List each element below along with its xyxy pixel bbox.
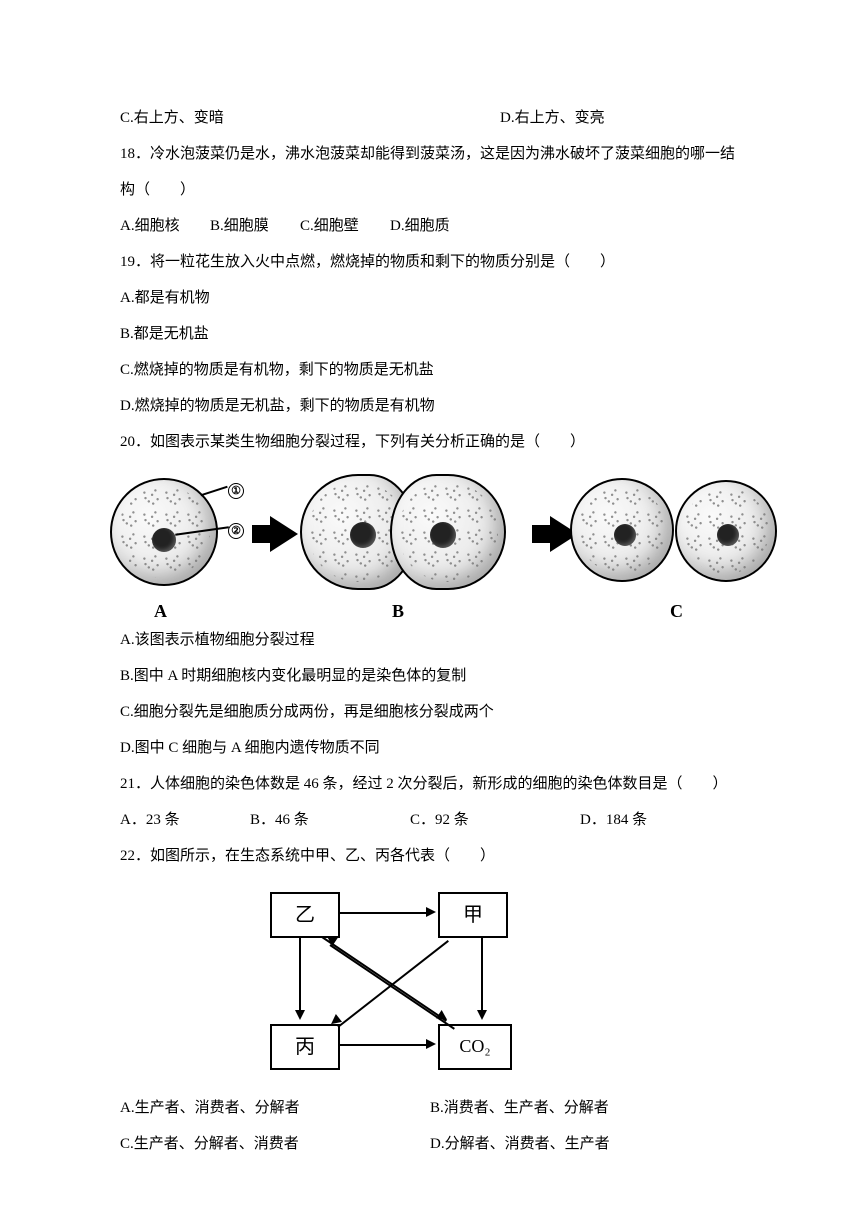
q17-option-c: C.右上方、变暗 (120, 100, 500, 136)
callout-1: ① (228, 474, 244, 508)
callout-2: ② (228, 514, 244, 548)
stage-label-c: C (670, 590, 683, 633)
arrow-head-1 (426, 907, 436, 917)
q20-stem: 20．如图表示某类生物细胞分裂过程，下列有关分析正确的是（ ） (120, 424, 740, 460)
q18-option-b: B.细胞膜 (210, 208, 300, 244)
q19-stem: 19．将一粒花生放入火中点燃，燃烧掉的物质和剩下的物质分别是（ ） (120, 244, 740, 280)
cell-b-right (390, 474, 506, 590)
q19-option-b: B.都是无机盐 (120, 316, 740, 352)
q21-stem: 21．人体细胞的染色体数是 46 条，经过 2 次分裂后，新形成的细胞的染色体数… (120, 766, 740, 802)
ecosystem-figure: 乙 甲 丙 CO₂ (260, 884, 560, 1084)
q20-option-a: A.该图表示植物细胞分裂过程 (120, 622, 740, 658)
q18-option-d: D.细胞质 (390, 208, 450, 244)
q22-option-c: C.生产者、分解者、消费者 (120, 1126, 430, 1162)
arrow-jia-co2 (481, 937, 483, 1015)
stage-label-a: A (154, 590, 167, 633)
q18-option-c: C.细胞壁 (300, 208, 390, 244)
nucleus-c2 (717, 524, 739, 546)
q21-option-d: D．184 条 (580, 802, 647, 838)
stage-label-b: B (392, 590, 404, 633)
box-co2: CO₂ (438, 1024, 512, 1070)
q18-stem: 18．冷水泡菠菜仍是水，沸水泡菠菜却能得到菠菜汤，这是因为沸水破坏了菠菜细胞的哪… (120, 136, 740, 208)
q21-option-a: A．23 条 (120, 802, 250, 838)
q22-options-row2: C.生产者、分解者、消费者 D.分解者、消费者、生产者 (120, 1126, 740, 1162)
arrow-1-icon (270, 516, 298, 552)
q18-option-a: A.细胞核 (120, 208, 210, 244)
q19-option-c: C.燃烧掉的物质是有机物，剩下的物质是无机盐 (120, 352, 740, 388)
q21-option-b: B．46 条 (250, 802, 410, 838)
nucleus-b2 (430, 522, 456, 548)
nucleus-b1 (350, 522, 376, 548)
q17-options-cd: C.右上方、变暗 D.右上方、变亮 (120, 100, 740, 136)
arrow-yi-co2 (321, 936, 446, 1022)
q18-options: A.细胞核 B.细胞膜 C.细胞壁 D.细胞质 (120, 208, 740, 244)
cell-division-figure: ① ② A B C (110, 468, 710, 618)
q20-option-b: B.图中 A 时期细胞核内变化最明显的是染色体的复制 (120, 658, 740, 694)
exam-page: C.右上方、变暗 D.右上方、变亮 18．冷水泡菠菜仍是水，沸水泡菠菜却能得到菠… (0, 0, 860, 1202)
q20-option-d: D.图中 C 细胞与 A 细胞内遗传物质不同 (120, 730, 740, 766)
arrow-head-4 (426, 1039, 436, 1049)
q22-option-b: B.消费者、生产者、分解者 (430, 1090, 609, 1126)
arrow-head-3 (477, 1010, 487, 1020)
callout-line-1 (200, 486, 227, 496)
q21-option-c: C．92 条 (410, 802, 580, 838)
q21-options: A．23 条 B．46 条 C．92 条 D．184 条 (120, 802, 740, 838)
arrow-bing-co2 (338, 1044, 428, 1046)
arrow-head-2 (295, 1010, 305, 1020)
q22-option-a: A.生产者、消费者、分解者 (120, 1090, 430, 1126)
q22-option-d: D.分解者、消费者、生产者 (430, 1126, 610, 1162)
q22-options-row1: A.生产者、消费者、分解者 B.消费者、生产者、分解者 (120, 1090, 740, 1126)
box-jia: 甲 (438, 892, 508, 938)
q19-option-d: D.燃烧掉的物质是无机盐，剩下的物质是有机物 (120, 388, 740, 424)
arrow-yi-bing (299, 937, 301, 1015)
q22-stem: 22．如图所示，在生态系统中甲、乙、丙各代表（ ） (120, 838, 740, 874)
q20-option-c: C.细胞分裂先是细胞质分成两份，再是细胞核分裂成两个 (120, 694, 740, 730)
q19-option-a: A.都是有机物 (120, 280, 740, 316)
arrow-yi-jia (338, 912, 428, 914)
cell-c-left (570, 478, 674, 582)
q17-option-d: D.右上方、变亮 (500, 100, 605, 136)
nucleus-c1 (614, 524, 636, 546)
cell-c-right (675, 480, 777, 582)
box-bing: 丙 (270, 1024, 340, 1070)
nucleus-a (152, 528, 176, 552)
